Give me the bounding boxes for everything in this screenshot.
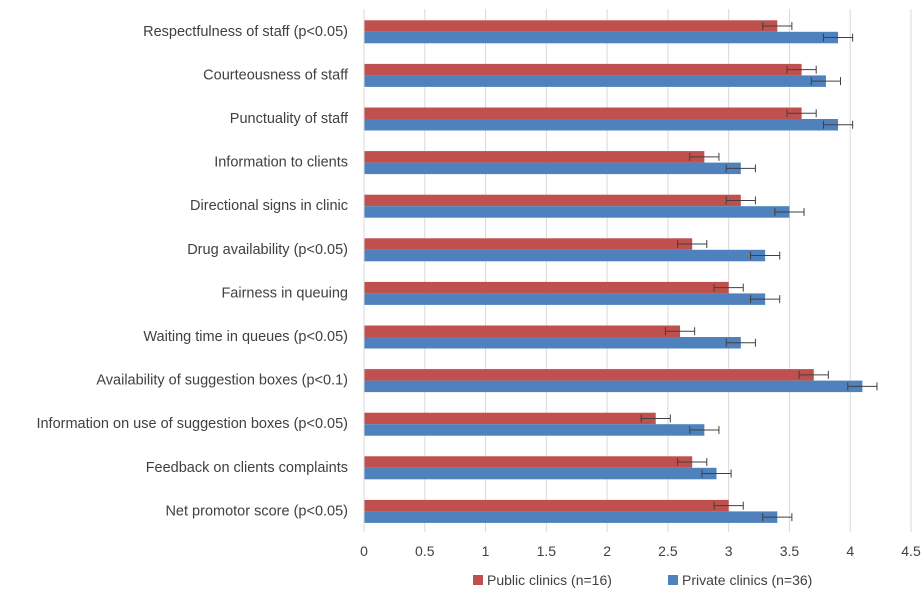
bar-private [364, 511, 778, 523]
legend-label-public: Public clinics (n=16) [487, 572, 612, 588]
bar-public [364, 369, 814, 381]
category-label: Net promotor score (p<0.05) [165, 503, 348, 519]
bar-public [364, 281, 729, 294]
bar-private [364, 380, 863, 393]
bar-private [364, 424, 705, 436]
bar-public [364, 456, 693, 468]
x-tick-label: 2.5 [658, 543, 678, 559]
bar-public [364, 63, 802, 76]
x-tick-label: 1 [482, 543, 490, 559]
category-label: Directional signs in clinic [190, 198, 348, 214]
x-tick-label: 0.5 [415, 543, 435, 559]
bar-private [364, 206, 790, 218]
x-tick-label: 3 [725, 543, 733, 559]
bar-public [364, 325, 681, 337]
bar-public [364, 194, 741, 207]
bar-private [364, 467, 717, 480]
category-labels: Respectfulness of staff (p<0.05) Courteou… [36, 24, 349, 520]
category-label: Fairness in queuing [221, 285, 348, 301]
legend: Public clinics (n=16) Private clinics (n=… [473, 572, 812, 588]
category-label: Feedback on clients complaints [146, 460, 348, 476]
x-tick-label: 0 [360, 543, 368, 559]
x-tick-label: 3.5 [780, 543, 800, 559]
category-label: Drug availability (p<0.05) [187, 242, 348, 258]
bar-private [364, 75, 826, 87]
error-bars [640, 22, 878, 522]
bar-private [364, 31, 839, 44]
category-label: Courteousness of staff [203, 67, 349, 83]
bar-private [364, 293, 766, 305]
x-tick-label: 2 [603, 543, 611, 559]
bar-private [364, 337, 741, 349]
legend-swatch-public [473, 575, 483, 585]
bar-public [364, 238, 693, 250]
legend-swatch-private [668, 575, 678, 585]
bar-public [364, 412, 656, 425]
category-label: Punctuality of staff [230, 111, 349, 127]
bar-private [364, 249, 766, 262]
bar-private [364, 119, 839, 131]
x-tick-label: 1.5 [537, 543, 557, 559]
category-label: Information to clients [214, 155, 348, 171]
x-tick-label: 4 [846, 543, 854, 559]
bar-public [364, 20, 778, 32]
bars [364, 20, 863, 523]
bar-private [364, 162, 741, 175]
gridlines [424, 9, 912, 533]
category-label: Information on use of suggestion boxes (… [36, 416, 348, 432]
bar-public [364, 499, 729, 512]
legend-label-private: Private clinics (n=36) [682, 572, 812, 588]
category-label: Availability of suggestion boxes (p<0.1) [96, 373, 348, 389]
x-tick-label: 4.5 [901, 543, 921, 559]
tick-labels: 0 0.5 1 1.5 2 2.5 3 3.5 4 4.5 [360, 543, 921, 559]
bar-public [364, 151, 705, 163]
category-label: Waiting time in queues (p<0.05) [143, 329, 348, 345]
bar-public [364, 107, 802, 119]
category-label: Respectfulness of staff (p<0.05) [143, 24, 348, 40]
